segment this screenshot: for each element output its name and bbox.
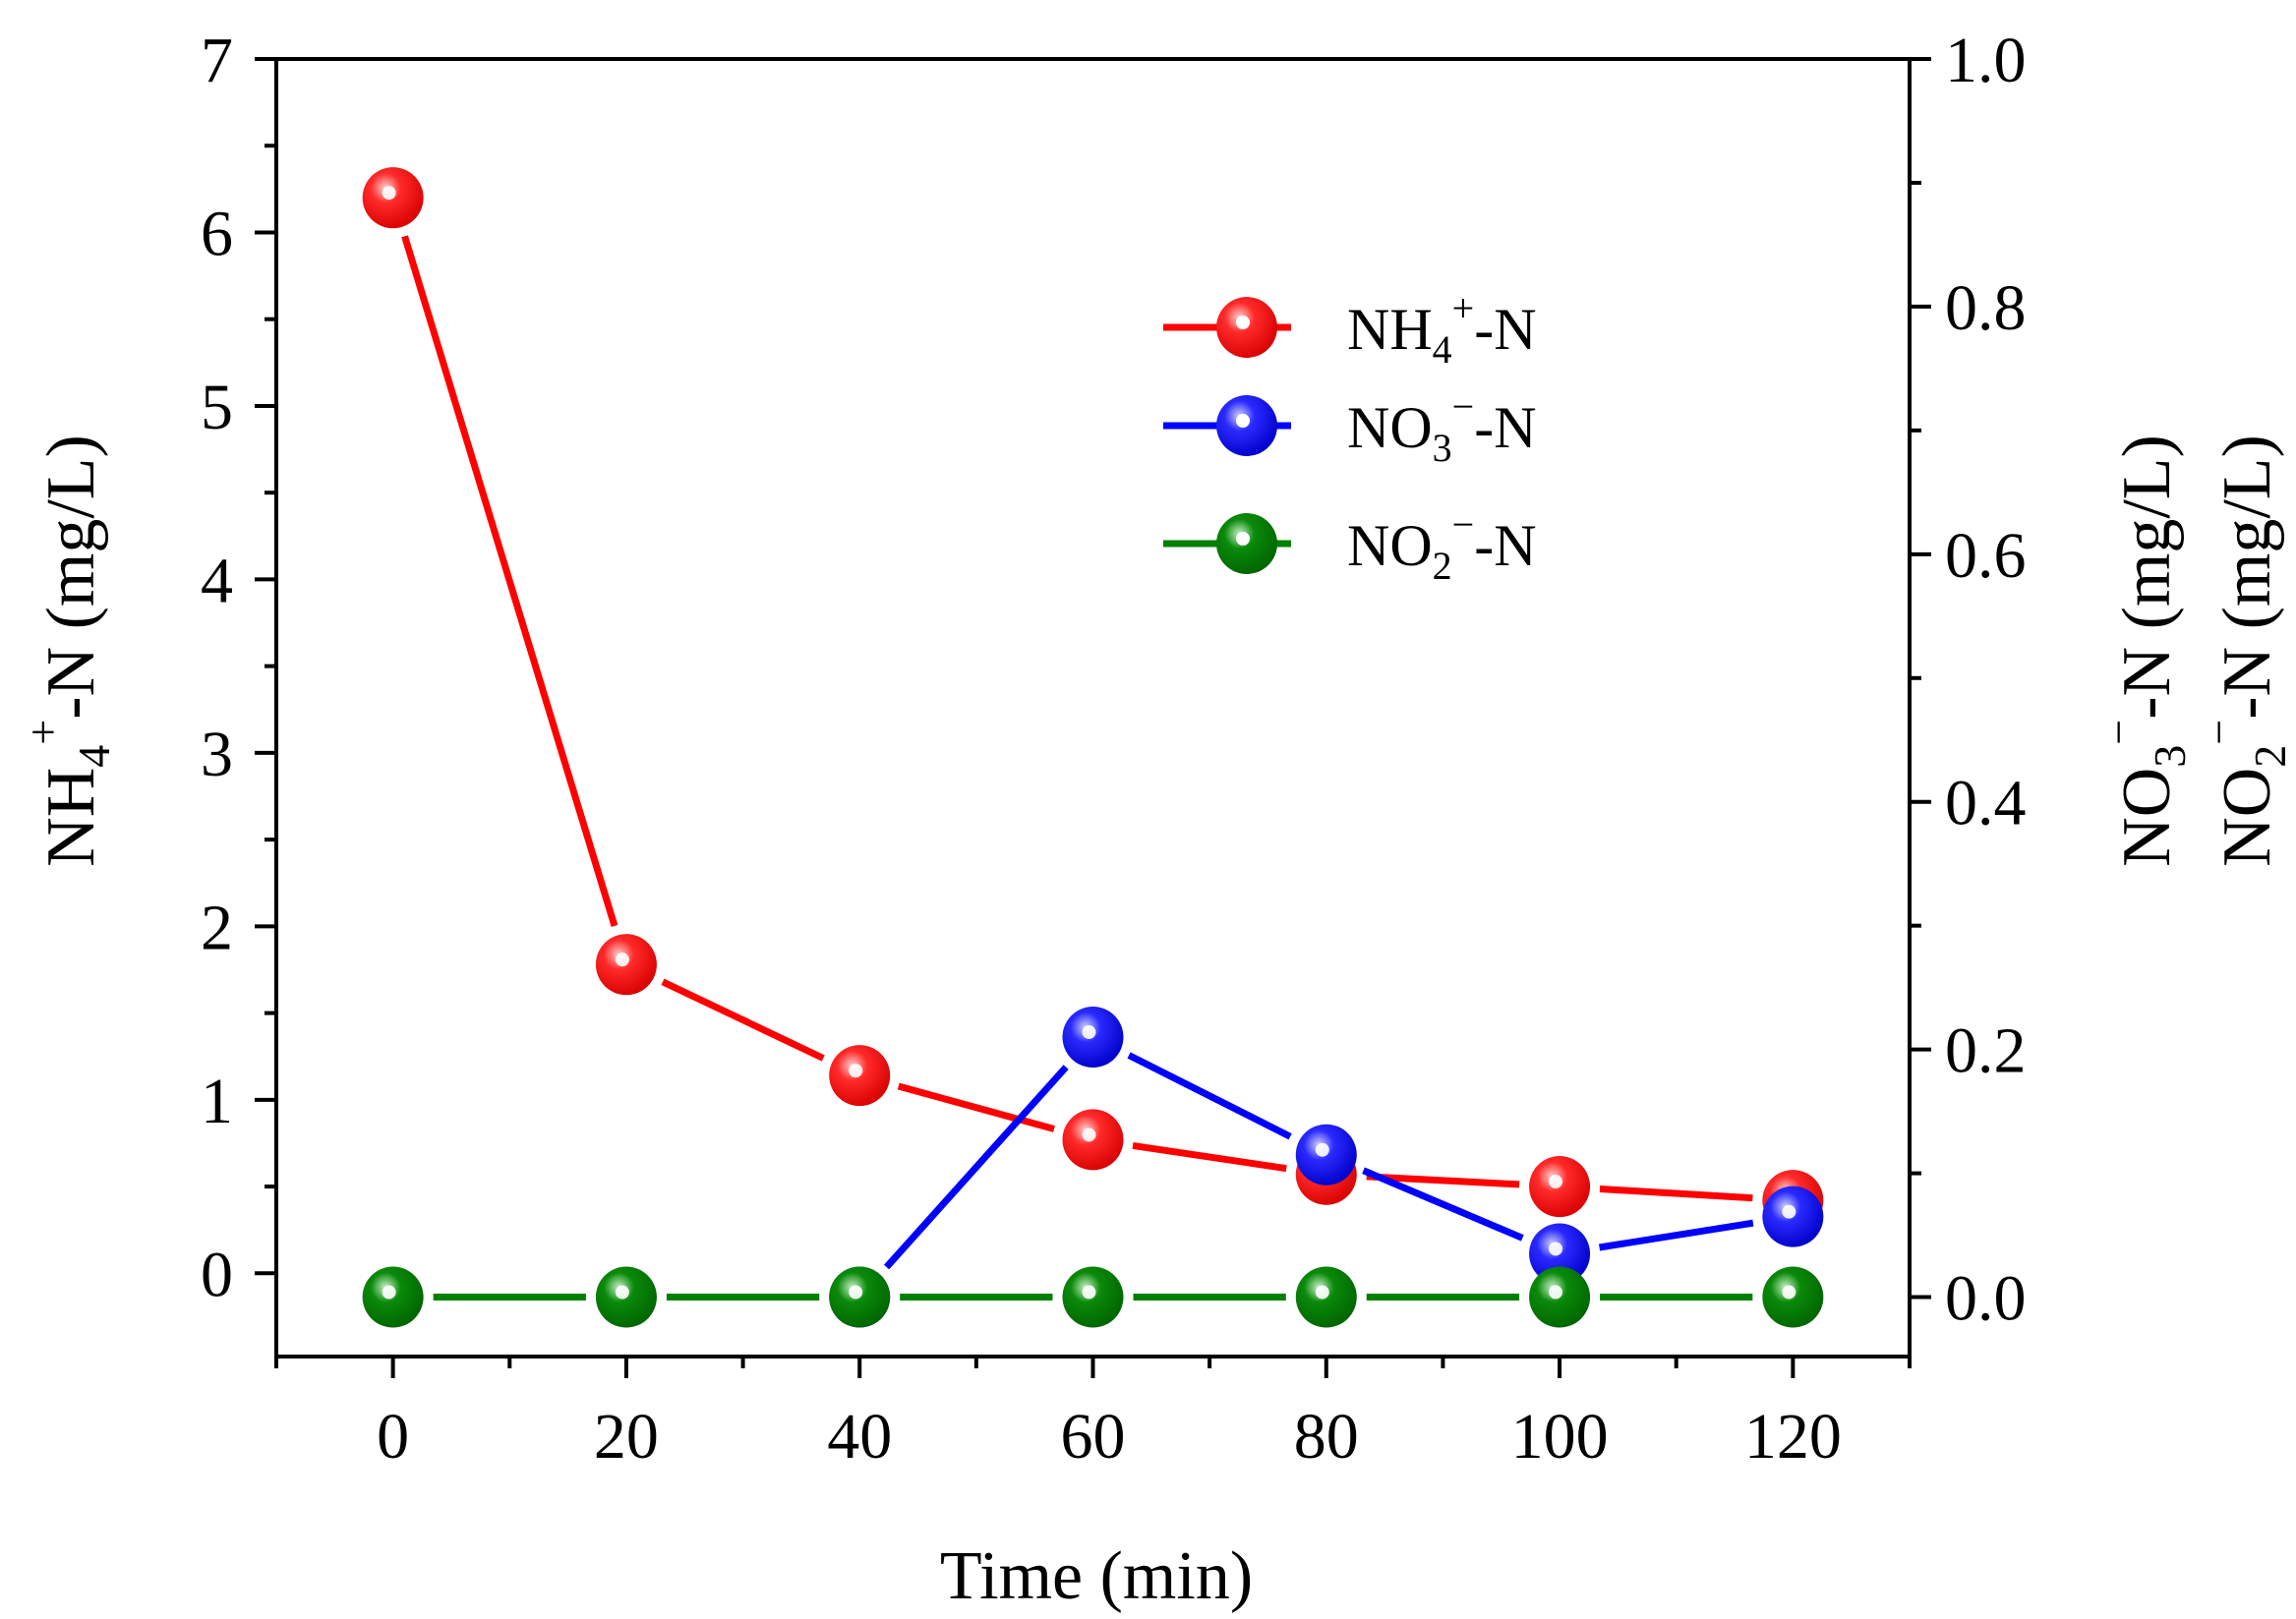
x-tick-label: 100	[1511, 1401, 1609, 1473]
x-tick-label: 60	[1061, 1401, 1126, 1473]
y-left-tick-label: 7	[201, 25, 233, 96]
series-line-ammonium	[897, 1082, 1055, 1132]
data-point-highlight	[1549, 1285, 1563, 1300]
data-point-highlight	[849, 1285, 863, 1300]
y-left-axis-title: NH4+-N (mg/L)	[18, 434, 119, 867]
y-right-tick-label: 0.0	[1945, 1263, 2027, 1335]
series-line-nitrate	[883, 1065, 1069, 1270]
data-point-highlight	[615, 1285, 629, 1300]
x-tick-label: 40	[827, 1401, 892, 1473]
data-point-highlight	[1082, 1285, 1096, 1300]
y-right-axis-ticks: 0.0 0.2 0.4 0.6 0.8 1.0	[1910, 25, 2027, 1335]
data-point-highlight	[1082, 1025, 1096, 1040]
y-right-axis-title-nitrate: NO3−-N (mg/L)	[2093, 434, 2195, 867]
legend-label-nitrite: NO2−-N	[1347, 502, 1537, 588]
legend: NH4+-N NO3−-N NO2−-N	[1163, 286, 1537, 588]
data-point-highlight	[1315, 1285, 1329, 1300]
data-point-highlight	[849, 1064, 863, 1078]
series-line-ammonium	[661, 978, 825, 1062]
series-line-nitrate	[1599, 1219, 1754, 1251]
y-left-tick-label: 1	[201, 1066, 233, 1137]
data-point-highlight	[1315, 1142, 1329, 1157]
x-tick-label: 20	[594, 1401, 659, 1473]
series-line-nitrate	[1362, 1167, 1524, 1242]
legend-label-nitrate: NO3−-N	[1347, 384, 1537, 470]
series-line-ammonium	[401, 235, 618, 927]
y-right-tick-label: 0.8	[1945, 272, 2027, 344]
legend-marker-highlight	[1236, 414, 1250, 428]
y-left-tick-label: 4	[201, 545, 233, 616]
x-tick-label: 0	[377, 1401, 409, 1473]
data-point-highlight	[382, 186, 396, 201]
data-point-highlight	[615, 953, 629, 967]
x-tick-label: 80	[1294, 1401, 1359, 1473]
y-right-tick-label: 1.0	[1945, 25, 2027, 96]
data-point-highlight	[1549, 1242, 1563, 1256]
y-left-tick-label: 6	[201, 198, 233, 269]
legend-label-ammonium: NH4+-N	[1347, 286, 1537, 372]
y-right-tick-label: 0.6	[1945, 520, 2027, 592]
data-point-highlight	[1782, 1285, 1796, 1300]
data-point-highlight	[1782, 1204, 1796, 1219]
y-right-tick-label: 0.4	[1945, 768, 2027, 839]
series-line-ammonium	[1599, 1185, 1753, 1202]
x-tick-label: 120	[1744, 1401, 1842, 1473]
legend-marker-highlight	[1236, 532, 1250, 546]
legend-marker-highlight	[1236, 316, 1250, 329]
legend-item-ammonium: NH4+-N	[1163, 286, 1537, 372]
data-point-highlight	[382, 1285, 396, 1300]
y-left-tick-label: 3	[201, 719, 233, 790]
series-lines	[401, 235, 1754, 1301]
x-axis-ticks: 0 20 40 60 80 100 120	[274, 1357, 1912, 1473]
series-line-ammonium	[1132, 1141, 1287, 1173]
data-point-highlight	[1549, 1175, 1563, 1189]
data-point-highlight	[1082, 1128, 1096, 1142]
y-left-tick-label: 0	[201, 1239, 233, 1310]
y-left-tick-label: 2	[201, 892, 233, 963]
series-line-ammonium	[1366, 1173, 1520, 1188]
y-left-axis-ticks: 0 1 2 3 4 5 6 7	[201, 25, 276, 1310]
x-axis-title: Time (min)	[940, 1538, 1253, 1614]
y-right-axis-title-nitrite: NO2−-N (mg/L)	[2194, 434, 2295, 867]
legend-item-nitrate: NO3−-N	[1163, 384, 1537, 470]
series-line-nitrate	[1127, 1052, 1292, 1140]
y-left-tick-label: 5	[201, 372, 233, 443]
y-right-tick-label: 0.2	[1945, 1015, 2027, 1087]
legend-item-nitrite: NO2−-N	[1163, 502, 1537, 588]
series-markers	[362, 167, 1824, 1328]
